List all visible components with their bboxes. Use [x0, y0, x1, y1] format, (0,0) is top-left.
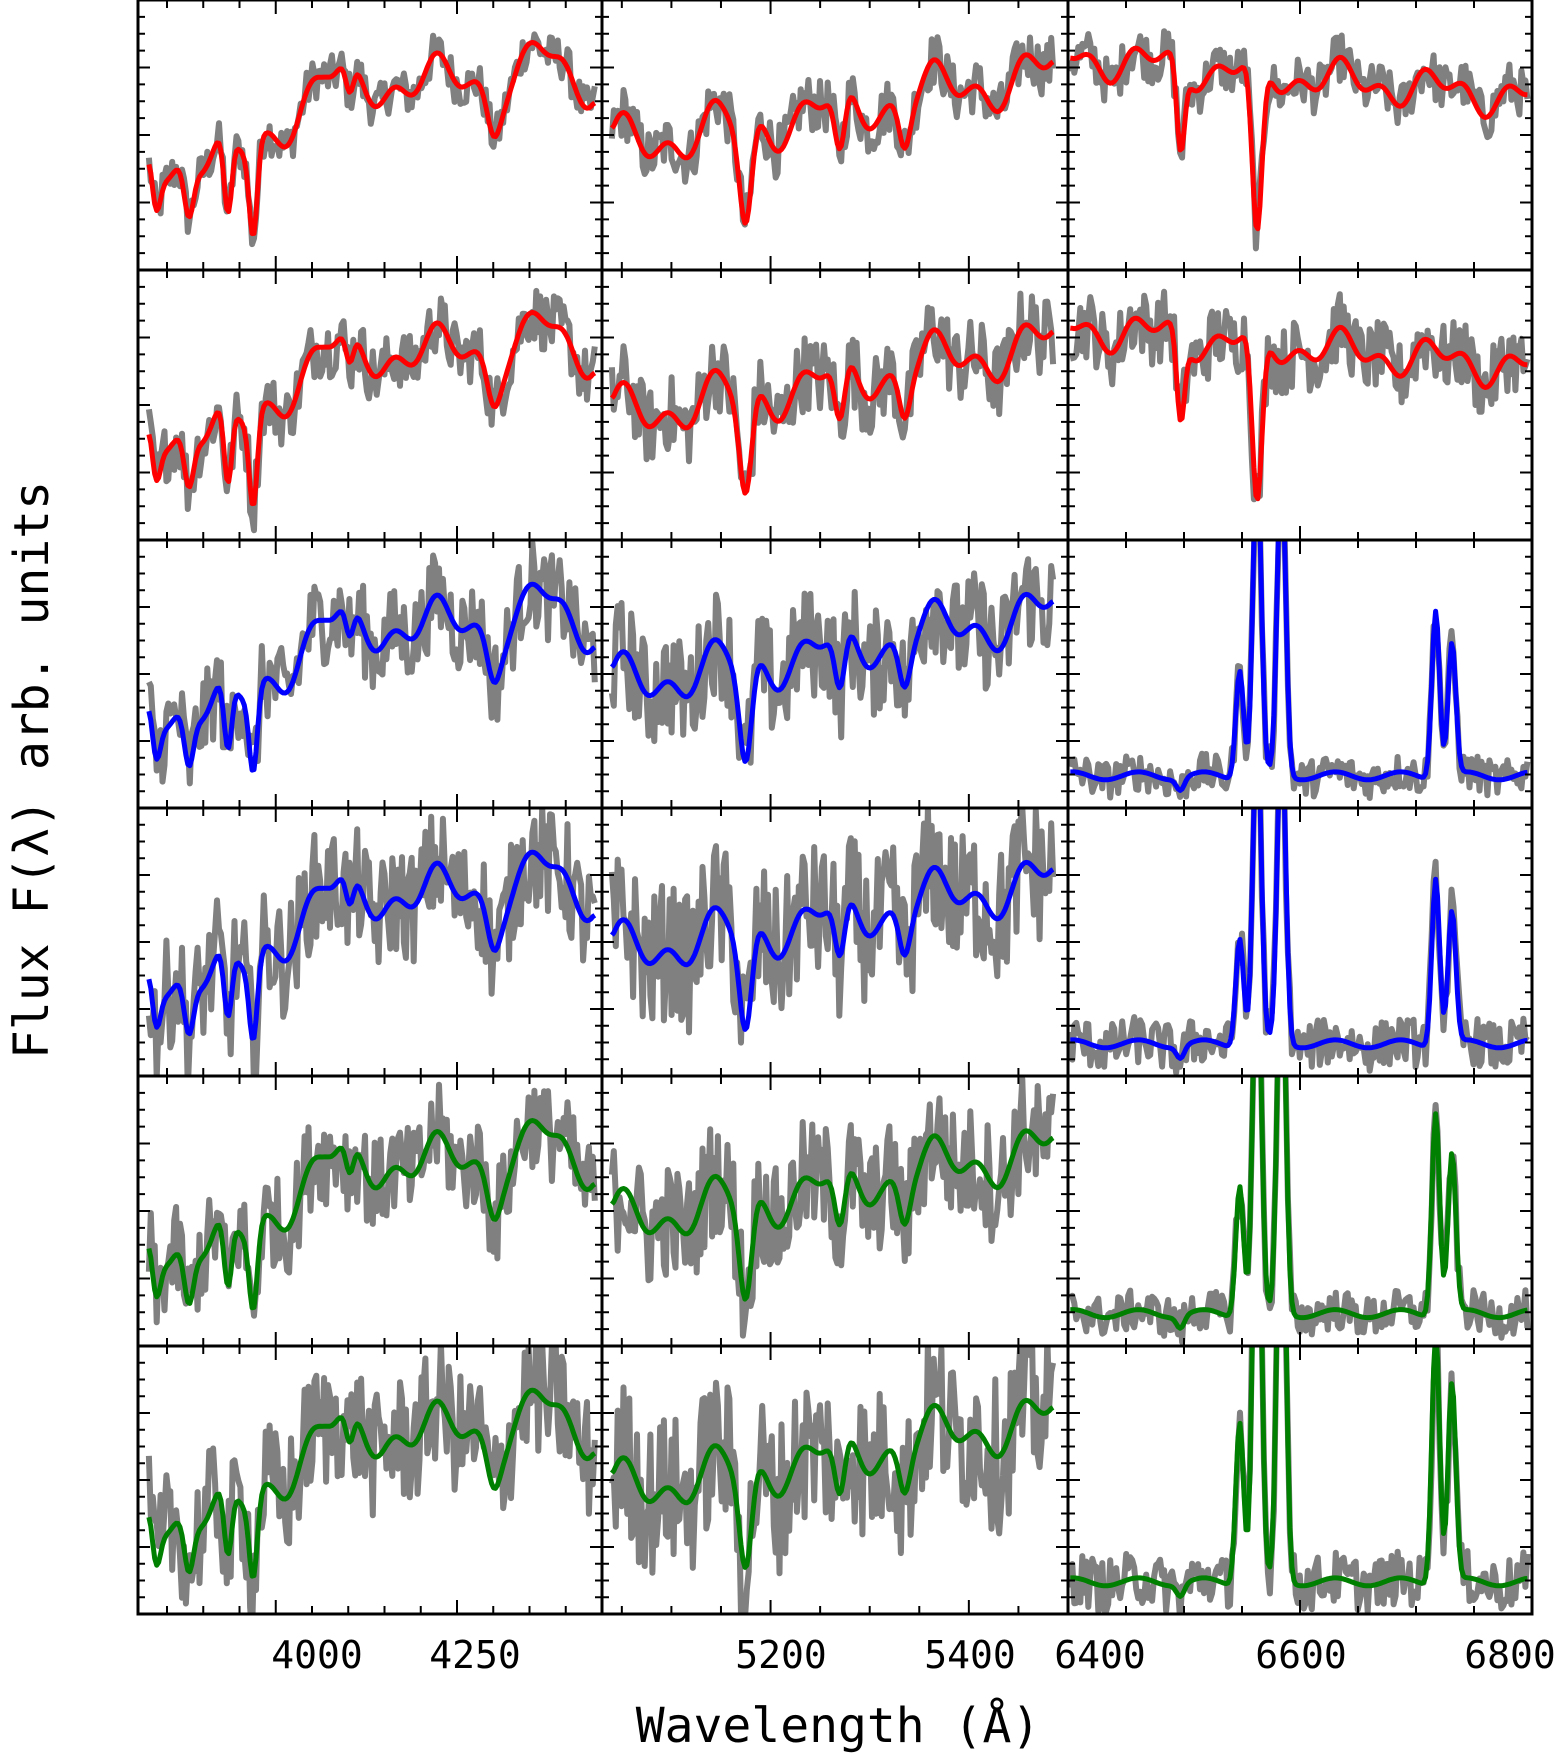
observed-spectrum-line — [146, 540, 598, 787]
spectrum-panel — [136, 0, 604, 272]
model-fit-line — [609, 1128, 1055, 1302]
spectrum-panel — [136, 1074, 604, 1348]
model-fit-line — [609, 1397, 1055, 1570]
observed-spectrum-line — [145, 31, 598, 248]
observed-spectrum-line — [608, 34, 1057, 228]
panel-ticks — [1067, 540, 1533, 808]
panel-ticks — [602, 270, 1069, 540]
y-axis-title: Flux F(λ) arb. units — [4, 481, 60, 1059]
model-fit-line — [1069, 45, 1528, 232]
model-fit-line — [146, 309, 597, 507]
spectrum-panel — [1066, 1074, 1534, 1348]
model-fit-line — [609, 322, 1055, 496]
panel-ticks — [1067, 808, 1533, 1076]
spectrum-panel — [136, 1344, 604, 1616]
x-axis-title: Wavelength (Å) — [636, 1697, 1041, 1754]
observed-spectrum-line — [145, 287, 598, 534]
model-fit-line — [1069, 808, 1528, 1061]
panel-ticks — [138, 808, 603, 1076]
observed-spectrum-line — [608, 808, 1057, 1046]
model-fit-line — [146, 1118, 597, 1311]
spectrum-panel — [600, 806, 1070, 1078]
model-fit-line — [609, 591, 1055, 764]
spectrum-panel — [1066, 1344, 1534, 1616]
panel-ticks — [602, 1076, 1069, 1346]
observed-spectrum-line — [1069, 288, 1531, 503]
panel-ticks — [1067, 270, 1533, 540]
spectrum-panel — [136, 806, 604, 1078]
spectrum-panel — [1066, 268, 1534, 542]
spectrum-panel — [600, 1074, 1070, 1348]
model-fit-line — [609, 859, 1055, 1032]
xtick-label-5400: 5400 — [924, 1633, 1016, 1677]
observed-spectrum-line — [1068, 808, 1530, 1076]
spectrum-panel — [600, 1344, 1070, 1616]
model-fit-line — [146, 581, 597, 773]
xtick-label-4000: 4000 — [271, 1633, 363, 1677]
xtick-label-5200: 5200 — [735, 1633, 827, 1677]
model-fit-line — [1069, 1076, 1528, 1331]
model-fit-line — [146, 39, 597, 237]
xtick-label-6600: 6600 — [1255, 1633, 1347, 1677]
model-fit-line — [146, 849, 597, 1041]
panel-ticks — [138, 0, 603, 270]
observed-spectrum-line — [609, 1346, 1057, 1614]
spectrum-panel — [600, 538, 1070, 810]
spectrum-panel — [600, 268, 1070, 542]
spectrum-panel — [600, 0, 1070, 272]
spectrum-panel — [1066, 538, 1534, 810]
spectrum-panel — [136, 268, 604, 542]
panel-ticks — [1067, 1346, 1533, 1614]
model-fit-line — [1069, 540, 1528, 793]
observed-spectrum-line — [1068, 28, 1531, 252]
spectrum-panel — [136, 538, 604, 810]
xtick-label-6400: 6400 — [1054, 1633, 1146, 1677]
observed-spectrum-line — [145, 1346, 598, 1614]
model-fit-line — [146, 1387, 597, 1579]
xtick-label-6800: 6800 — [1464, 1633, 1556, 1677]
model-fit-line — [1069, 1346, 1528, 1599]
xtick-label-4250: 4250 — [429, 1633, 521, 1677]
panel-ticks — [602, 1346, 1069, 1614]
model-fit-line — [609, 52, 1055, 226]
panel-ticks — [1067, 0, 1533, 270]
model-fit-line — [1069, 315, 1528, 502]
panel-grid — [136, 0, 1534, 1616]
observed-spectrum-line — [608, 556, 1057, 766]
observed-spectrum-line — [608, 1076, 1057, 1339]
observed-spectrum-line — [145, 808, 598, 1076]
spectrum-panel — [1066, 0, 1534, 272]
